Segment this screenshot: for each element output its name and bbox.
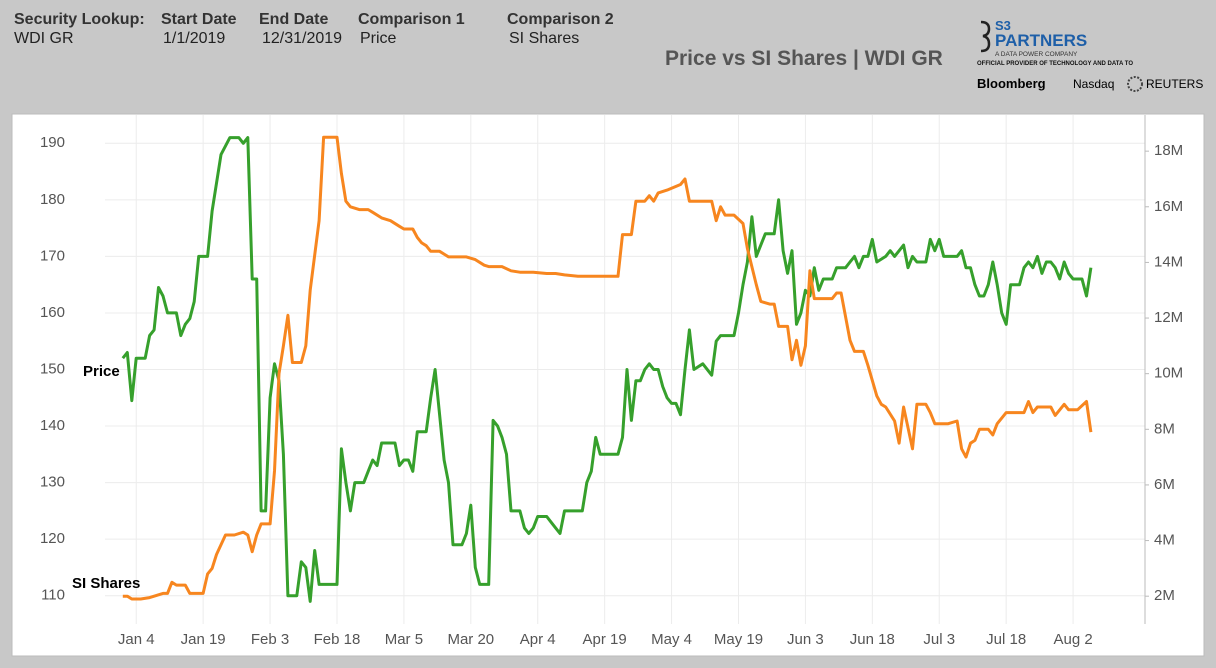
logo-mark: S3 — [995, 18, 1011, 33]
y2-tick-label: 18M — [1154, 142, 1183, 159]
y2-tick-label: 16M — [1154, 198, 1183, 215]
logo-note: OFFICIAL PROVIDER OF TECHNOLOGY AND DATA… — [977, 61, 1133, 67]
y2-tick-label: 8M — [1154, 420, 1175, 437]
y-tick-label: 120 — [40, 530, 65, 547]
field-value: 12/31/2019 — [262, 30, 343, 47]
y2-tick-label: 14M — [1154, 253, 1183, 270]
field-label: Security Lookup: — [14, 11, 145, 28]
field-label: Comparison 1 — [358, 11, 465, 28]
field-value: Price — [360, 30, 397, 47]
logo-name: PARTNERS — [995, 31, 1087, 50]
chart-panel — [11, 113, 1205, 657]
y-tick-label: 190 — [40, 134, 65, 151]
y2-tick-label: 6M — [1154, 476, 1175, 493]
y-tick-label: 170 — [40, 247, 65, 264]
x-tick-label: May 4 — [651, 631, 692, 648]
series-line — [122, 135, 1093, 601]
partner: Nasdaq — [1073, 77, 1114, 91]
field-value: WDI GR — [14, 30, 74, 47]
x-tick-label: Jan 4 — [118, 631, 155, 648]
field-value: SI Shares — [509, 30, 580, 47]
series-label: Price — [83, 363, 120, 380]
x-tick-label: Jul 3 — [923, 631, 955, 648]
x-tick-label: Jan 19 — [181, 631, 226, 648]
series-line — [121, 136, 1093, 603]
x-tick-label: May 19 — [714, 631, 763, 648]
x-tick-label: Apr 4 — [520, 631, 556, 648]
y-tick-label: 150 — [40, 360, 65, 377]
y-tick-label: 130 — [40, 474, 65, 491]
y2-tick-label: 12M — [1154, 309, 1183, 326]
field-value: 1/1/2019 — [163, 30, 226, 47]
series-label: SI Shares — [72, 575, 140, 592]
logo-icon — [980, 20, 991, 53]
x-tick-label: Mar 20 — [447, 631, 494, 648]
field-label: Comparison 2 — [507, 11, 614, 28]
x-tick-label: Aug 2 — [1053, 631, 1092, 648]
y2-tick-label: 4M — [1154, 532, 1175, 549]
x-tick-label: Mar 5 — [385, 631, 423, 648]
x-tick-label: Jun 3 — [787, 631, 824, 648]
field-label: End Date — [259, 11, 329, 28]
y-tick-label: 110 — [41, 587, 65, 604]
y-tick-label: 180 — [40, 191, 65, 208]
x-tick-label: Jun 18 — [850, 631, 895, 648]
chart-title: Price vs SI Shares | WDI GR — [665, 47, 943, 70]
x-tick-label: Jul 18 — [986, 631, 1026, 648]
y-tick-label: 140 — [40, 417, 65, 434]
x-tick-label: Feb 3 — [251, 631, 289, 648]
y2-tick-label: 10M — [1154, 365, 1183, 382]
field-label: Start Date — [161, 11, 237, 28]
y-tick-label: 160 — [40, 304, 65, 321]
logo: S3 PARTNERS A DATA POWER COMPANY OFFICIA… — [977, 18, 1203, 92]
logo-tagline: A DATA POWER COMPANY — [995, 51, 1078, 58]
partner: Bloomberg — [977, 76, 1046, 91]
x-tick-label: Apr 19 — [583, 631, 627, 648]
x-tick-label: Feb 18 — [314, 631, 361, 648]
reuters-icon — [1127, 76, 1143, 92]
y2-tick-label: 2M — [1154, 587, 1175, 604]
partner: REUTERS — [1146, 77, 1203, 91]
